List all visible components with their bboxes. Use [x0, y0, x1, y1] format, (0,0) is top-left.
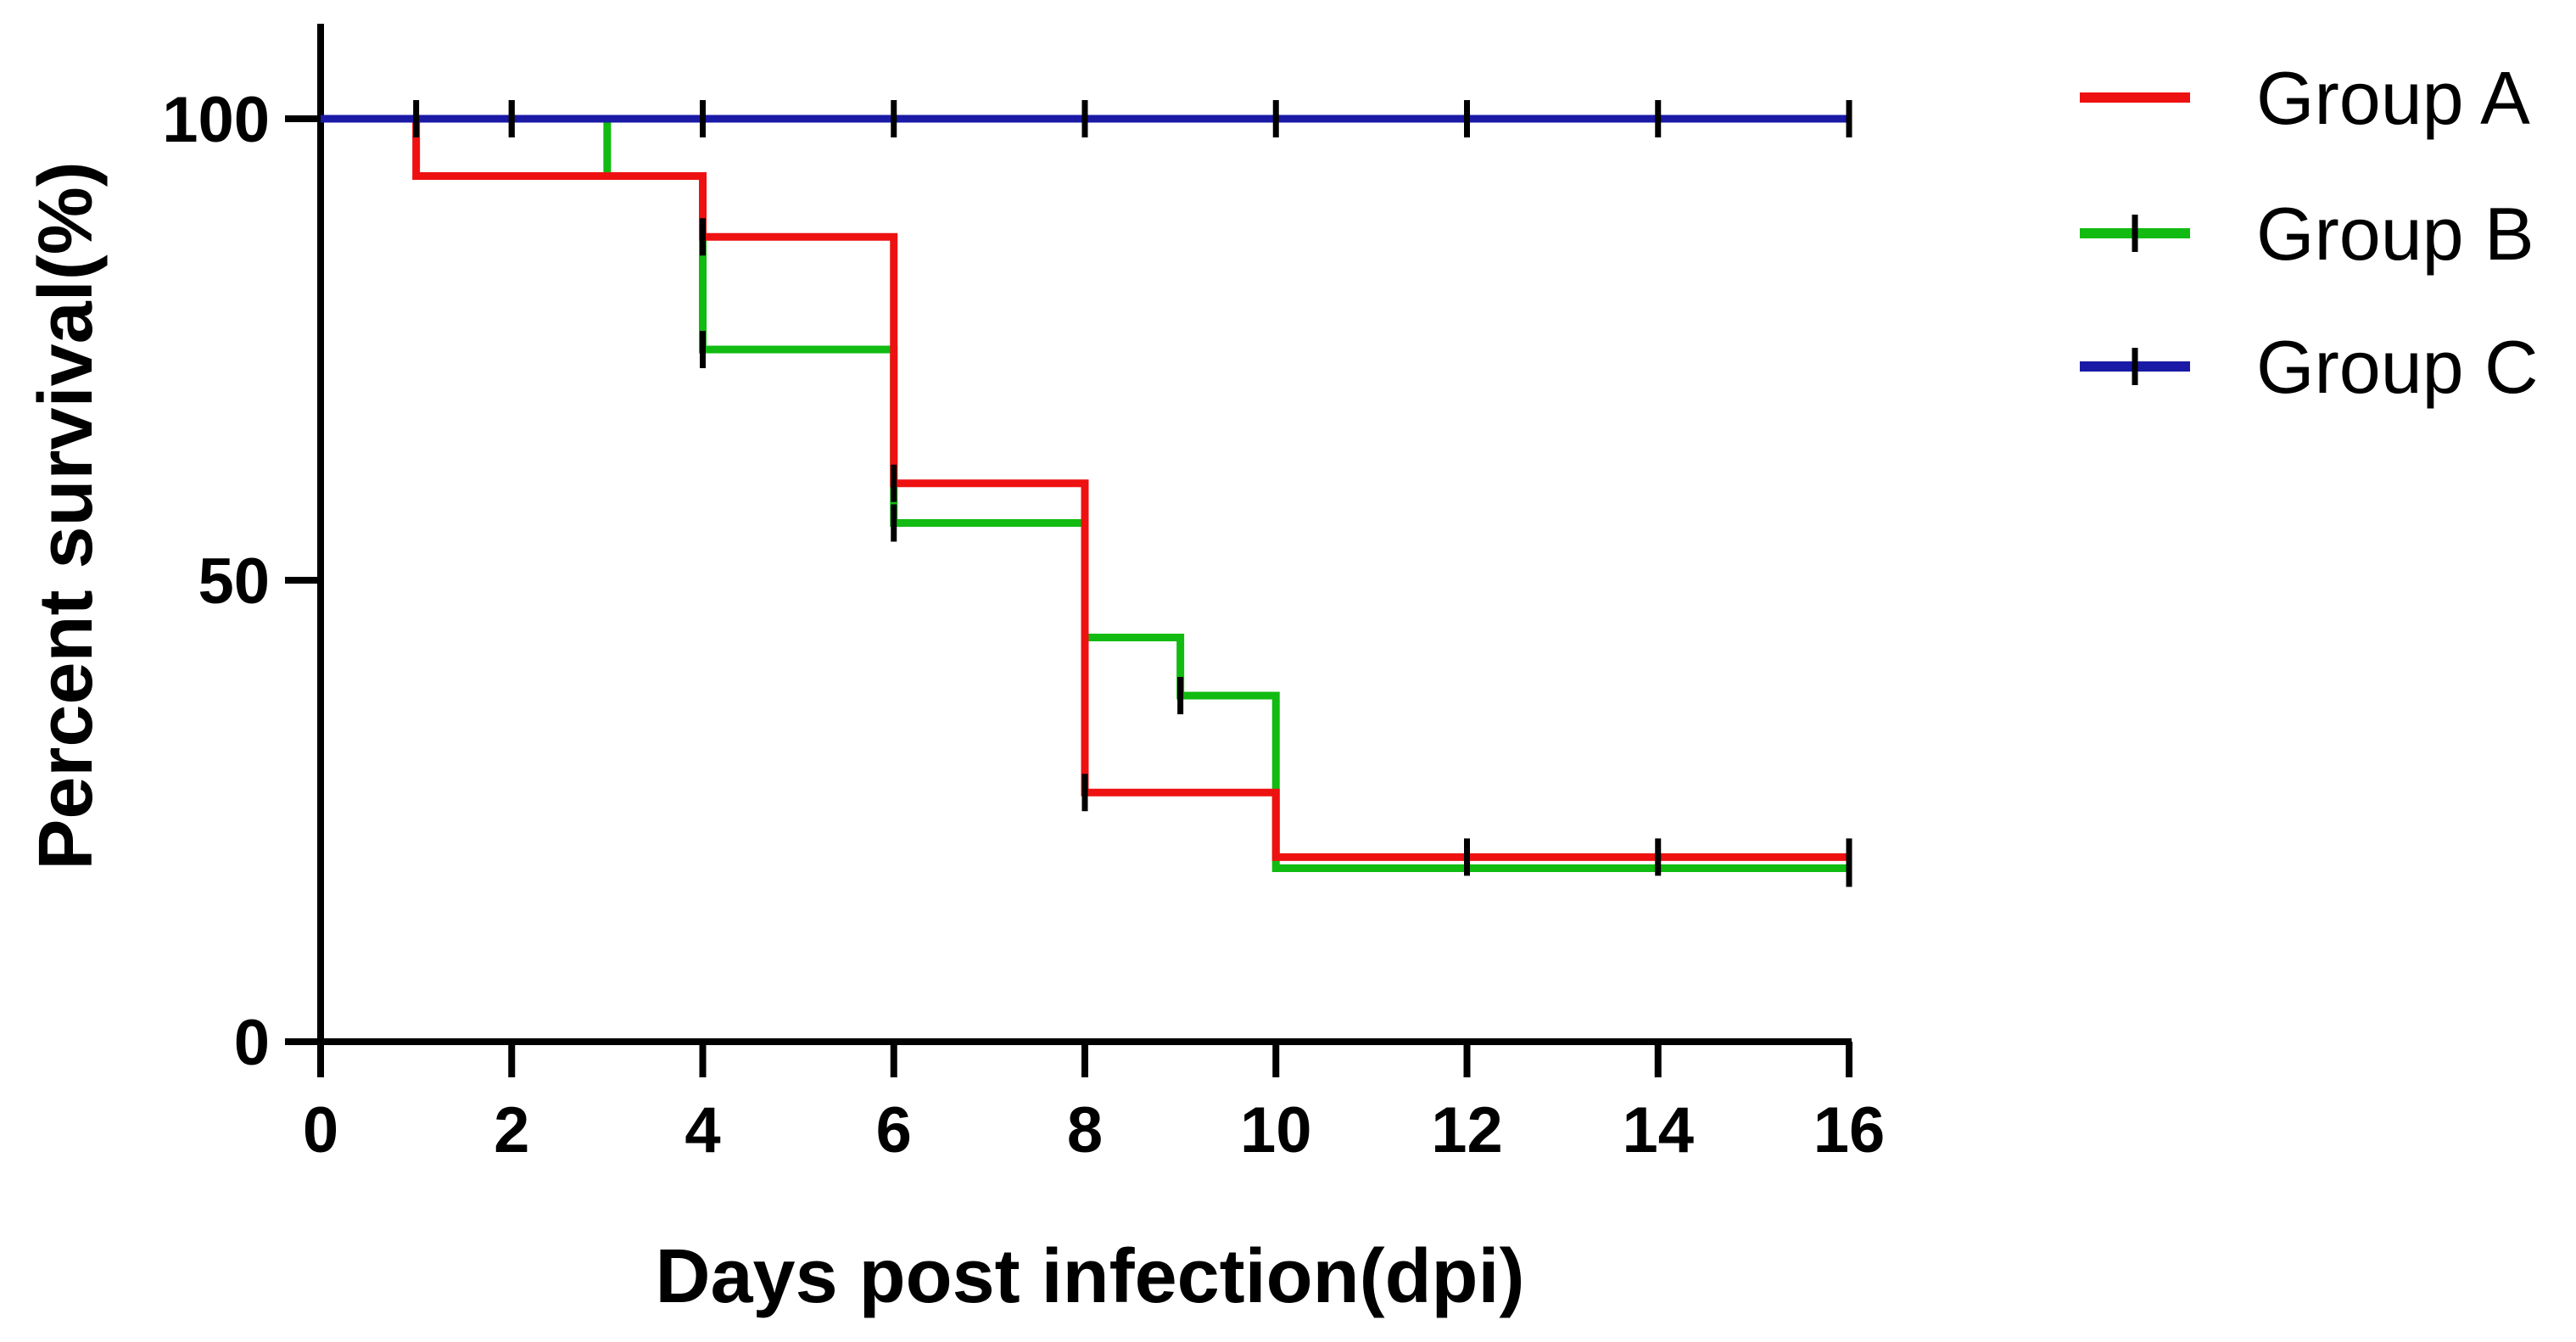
x-tick-label-4: 8 [1067, 1094, 1103, 1166]
x-tick-label-6: 12 [1431, 1094, 1503, 1166]
axes: 0 2 4 6 8 10 12 14 16 0 50 100 [162, 24, 1885, 1166]
legend: Group A Group B Group C [2080, 56, 2539, 409]
series-layer [321, 100, 1852, 887]
x-tick-label-8: 16 [1813, 1094, 1886, 1166]
x-axis-title: Days post infection(dpi) [655, 1234, 1524, 1319]
legend-label-group-c: Group C [2256, 325, 2539, 409]
y-tick-label-2: 100 [162, 84, 270, 156]
legend-label-group-a: Group A [2256, 56, 2530, 140]
y-tick-label-1: 50 [198, 545, 270, 618]
x-tick-label-7: 14 [1622, 1094, 1694, 1166]
x-tick-label-5: 10 [1240, 1094, 1312, 1166]
x-tick-label-2: 4 [685, 1094, 720, 1166]
y-axis-title: Percent survival(%) [24, 161, 109, 870]
series-group-a-line [321, 115, 1849, 861]
y-tick-label-0: 0 [234, 1007, 270, 1079]
x-tick-label-3: 6 [876, 1094, 912, 1166]
x-tick-label-0: 0 [303, 1094, 338, 1166]
x-tick-label-1: 2 [494, 1094, 529, 1166]
legend-label-group-b: Group B [2256, 192, 2534, 276]
